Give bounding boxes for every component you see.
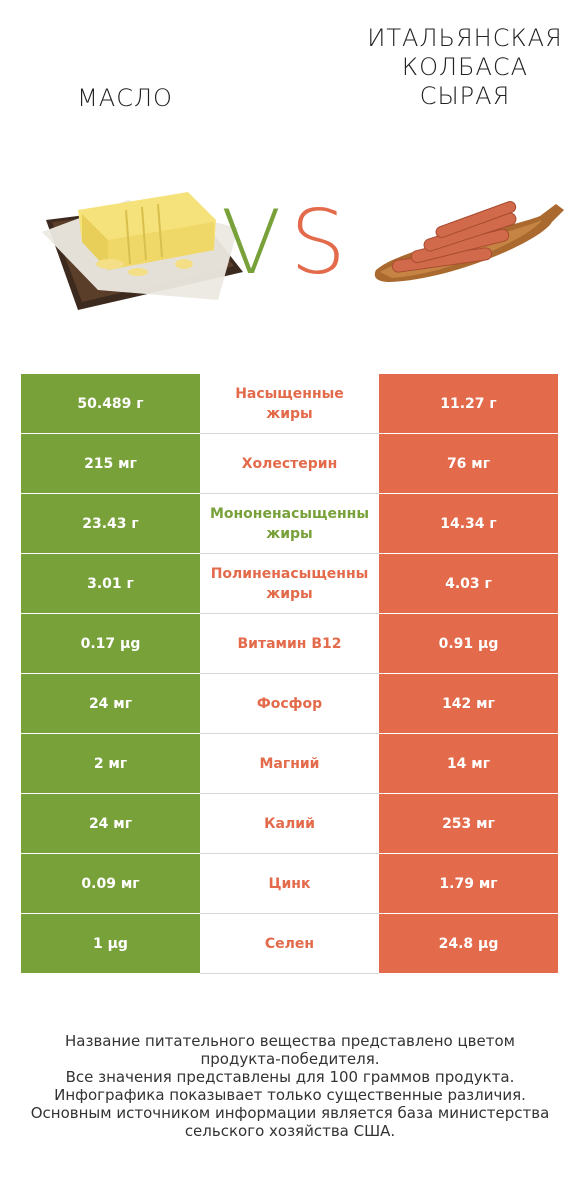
row-divider xyxy=(200,913,379,914)
row-divider xyxy=(200,673,379,674)
right-value: 253 мг xyxy=(379,794,558,853)
nutrient-label-line: Насыщенные xyxy=(235,385,344,402)
right-title-line: СЫРАЯ xyxy=(419,82,511,110)
nutrient-label-line: Полиненасыщенны xyxy=(210,565,369,582)
table-row: 23.43 г Мононенасыщенны жиры 14.34 г xyxy=(21,494,558,554)
footer-notes: Название питательного вещества представл… xyxy=(20,1032,560,1140)
vs-letter-v: V xyxy=(221,191,282,294)
nutrient-label-line: Витамин B12 xyxy=(237,635,342,652)
sausage-image xyxy=(374,201,564,282)
nutrient-label: Цинк xyxy=(200,854,379,913)
nutrient-label: Полиненасыщенны жиры xyxy=(200,554,379,613)
right-value: 14.34 г xyxy=(379,494,558,553)
footer-line: Название питательного вещества представл… xyxy=(65,1032,515,1050)
table-row: 0.17 µg Витамин B12 0.91 µg xyxy=(21,614,558,674)
left-value: 215 мг xyxy=(21,434,200,493)
nutrient-label-line: Магний xyxy=(259,755,320,772)
right-value: 4.03 г xyxy=(379,554,558,613)
nutrient-label-line: жиры xyxy=(266,525,313,542)
vs-letter-s: S xyxy=(290,191,346,294)
footer-line: Все значения представлены для 100 граммо… xyxy=(65,1068,515,1086)
left-value: 24 мг xyxy=(21,674,200,733)
nutrient-label-line: Цинк xyxy=(268,875,311,892)
left-value: 0.09 мг xyxy=(21,854,200,913)
nutrient-label: Калий xyxy=(200,794,379,853)
left-value: 50.489 г xyxy=(21,374,200,433)
comparison-table: 50.489 г Насыщенные жиры 11.27 г 215 мг Холес… xyxy=(21,374,558,974)
footer-line: Основным источником информации является … xyxy=(30,1104,550,1122)
row-divider xyxy=(200,433,379,434)
table-row: 24 мг Фосфор 142 мг xyxy=(21,674,558,734)
nutrient-label: Холестерин xyxy=(200,434,379,493)
row-divider xyxy=(200,973,379,974)
nutrient-label-line: Фосфор xyxy=(256,695,323,712)
right-value: 142 мг xyxy=(379,674,558,733)
table-row: 1 µg Селен 24.8 µg xyxy=(21,914,558,974)
left-value: 24 мг xyxy=(21,794,200,853)
nutrient-label: Витамин B12 xyxy=(200,614,379,673)
nutrient-label: Селен xyxy=(200,914,379,973)
row-divider xyxy=(200,553,379,554)
left-value: 3.01 г xyxy=(21,554,200,613)
left-value: 0.17 µg xyxy=(21,614,200,673)
nutrient-label-line: Мононенасыщенны xyxy=(209,505,370,522)
right-value: 24.8 µg xyxy=(379,914,558,973)
row-divider xyxy=(200,613,379,614)
row-divider xyxy=(200,493,379,494)
right-value: 11.27 г xyxy=(379,374,558,433)
butter-image xyxy=(42,192,243,310)
row-divider xyxy=(200,733,379,734)
nutrient-label: Магний xyxy=(200,734,379,793)
nutrient-label-line: жиры xyxy=(266,585,313,602)
nutrient-label: Мононенасыщенны жиры xyxy=(200,494,379,553)
footer-line: сельского хозяйства США. xyxy=(184,1122,396,1140)
nutrient-label-line: Холестерин xyxy=(241,455,338,472)
footer-line: продукта-победителя. xyxy=(200,1050,380,1068)
row-divider xyxy=(200,853,379,854)
nutrient-label: Насыщенные жиры xyxy=(200,374,379,433)
nutrient-label: Фосфор xyxy=(200,674,379,733)
left-value: 1 µg xyxy=(21,914,200,973)
table-row: 215 мг Холестерин 76 мг xyxy=(21,434,558,494)
table-row: 50.489 г Насыщенные жиры 11.27 г xyxy=(21,374,558,434)
right-value: 0.91 µg xyxy=(379,614,558,673)
table-row: 0.09 мг Цинк 1.79 мг xyxy=(21,854,558,914)
left-value: 23.43 г xyxy=(21,494,200,553)
right-title-line: ИТАЛЬЯНСКАЯ xyxy=(367,24,563,52)
right-value: 76 мг xyxy=(379,434,558,493)
nutrient-label-line: Селен xyxy=(264,935,315,952)
nutrient-label-line: жиры xyxy=(266,405,313,422)
nutrient-label-line: Калий xyxy=(264,815,315,832)
right-title-line: КОЛБАСА xyxy=(401,53,529,81)
row-divider xyxy=(200,793,379,794)
left-value: 2 мг xyxy=(21,734,200,793)
right-product-title: ИТАЛЬЯНСКАЯ КОЛБАСА СЫРАЯ xyxy=(360,24,570,111)
table-row: 24 мг Калий 253 мг xyxy=(21,794,558,854)
footer-line: Инфографика показывает только существенн… xyxy=(54,1086,526,1104)
table-row: 3.01 г Полиненасыщенны жиры 4.03 г xyxy=(21,554,558,614)
right-value: 1.79 мг xyxy=(379,854,558,913)
left-product-title: МАСЛО xyxy=(77,84,173,112)
right-value: 14 мг xyxy=(379,734,558,793)
table-row: 2 мг Магний 14 мг xyxy=(21,734,558,794)
